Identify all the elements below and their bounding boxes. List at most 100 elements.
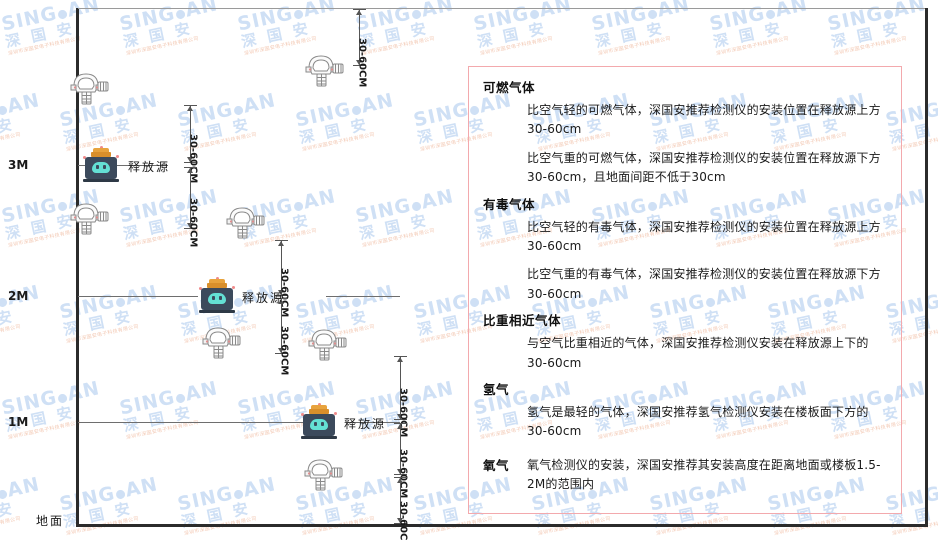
gas-release-source-icon-1m — [300, 403, 338, 439]
source-label-1m: 释放源 — [344, 417, 387, 431]
guideline-paragraph: 与空气比重相近的气体，深国安推荐检测仪安装在释放源上下的30-60cm — [527, 336, 869, 370]
dimension-line — [281, 298, 282, 354]
level-line-2m — [78, 296, 198, 297]
watermark-chinese: 深 国 安 — [3, 18, 77, 52]
dimension-arrow-down — [356, 60, 362, 65]
ground-axis-line — [76, 524, 928, 527]
dimension-tick-bottom — [275, 295, 288, 296]
gas-cloud — [310, 419, 328, 430]
dimension-line — [400, 356, 401, 420]
level-label-3m: 3M — [8, 158, 29, 172]
watermark-dot-icon — [411, 201, 423, 212]
dimension-arrow-up — [278, 299, 284, 304]
watermark-micro: 深圳市深国安电子科技有限公司 — [0, 27, 8, 58]
guidelines-panel: 可燃气体 比空气轻的可燃气体，深国安推荐检测仪的安装位置在释放源上方30-60cm… — [468, 66, 902, 514]
gas-detector-icon-7 — [296, 452, 350, 498]
watermark-dot-icon — [233, 105, 245, 116]
spark-dot — [116, 155, 119, 158]
dimension-arrow-up — [397, 478, 403, 483]
spark-dot — [216, 277, 219, 280]
watermark-dot-icon — [647, 9, 659, 20]
ground-label: 地面 — [36, 514, 65, 528]
gas-cloud — [92, 162, 110, 173]
dimension-line — [190, 105, 191, 163]
dimension-line — [400, 477, 401, 524]
dimension-tick-bottom — [184, 228, 197, 229]
source-label-2m: 释放源 — [242, 291, 285, 305]
dimension-tick-bottom — [353, 65, 366, 66]
dimension-line — [281, 240, 282, 296]
spark-dot — [232, 286, 235, 289]
level-label-2m: 2M — [8, 289, 29, 303]
guideline-section: 可燃气体 比空气轻的可燃气体，深国安推荐检测仪的安装位置在释放源上方30-60cm… — [483, 80, 887, 188]
dimension-arrow-down — [187, 157, 193, 162]
watermark-chinese: 深 国 安 — [357, 18, 431, 52]
spark-dot — [199, 287, 202, 290]
watermark-dot-icon — [293, 201, 305, 212]
watermark-chinese: 深 国 安 — [297, 114, 371, 148]
source-neck — [309, 409, 329, 414]
dimension-line — [359, 9, 360, 66]
watermark-dot-icon — [529, 9, 541, 20]
level-line-1m-extension — [348, 422, 400, 423]
source-neck — [207, 283, 227, 288]
dimension-arrow-down — [187, 223, 193, 228]
guideline-paragraph: 比空气重的有毒气体，深国安推荐检测仪的安装位置在释放源下方30-60cm — [527, 267, 881, 301]
guideline-paragraph: 氢气是最轻的气体，深国安推荐氢气检测仪安装在楼板面下方的30-60cm — [527, 404, 869, 439]
gas-detector-icon-6 — [300, 322, 354, 368]
dimension-arrow-up — [356, 10, 362, 15]
watermark-dot-icon — [57, 9, 69, 20]
watermark-chinese: 深 国 安 — [0, 394, 7, 436]
watermark-micro: 深圳市深国安电子科技有限公司 — [125, 420, 200, 442]
level-label-1m: 1M — [8, 415, 29, 429]
level-line-1m — [78, 422, 303, 423]
watermark-dot-icon — [0, 105, 9, 116]
y-axis-line — [76, 8, 79, 525]
watermark-dot-icon — [351, 105, 363, 116]
guideline-paragraph: 比空气重的可燃气体，深国安推荐检测仪的安装位置在释放源下方30-60cm，且地面… — [527, 150, 881, 185]
watermark-chinese: 深 国 安 — [593, 18, 667, 52]
watermark-micro: 深圳市深国安电子科技有限公司 — [479, 36, 554, 58]
dimension-label: 30-60CM — [356, 37, 368, 87]
watermark-dot-icon — [351, 489, 363, 500]
gas-cloud — [208, 293, 226, 304]
watermark-dot-icon — [233, 489, 245, 500]
dimension-tick-bottom — [394, 419, 407, 420]
watermark-chinese: 深 国 安 — [829, 18, 903, 52]
source-base — [83, 179, 119, 182]
dimension-arrow-down — [397, 414, 403, 419]
watermark-dot-icon — [115, 297, 127, 308]
dimension-tick-bottom — [184, 162, 197, 163]
watermark-dot-icon — [411, 393, 423, 404]
cloud-eye — [103, 165, 106, 169]
watermark-dot-icon — [175, 9, 187, 20]
source-cap — [93, 148, 109, 152]
watermark-chinese: 深 国 安 — [357, 210, 431, 244]
watermark-micro: 深圳市深国安电子科技有限公司 — [715, 36, 790, 58]
watermark-micro: 深圳市深国安电子科技有限公司 — [301, 132, 376, 154]
guideline-section: 有毒气体 比空气轻的有毒气体，深国安推荐检测仪的安装位置在释放源上方30-60cm… — [483, 197, 887, 305]
cloud-eye — [212, 296, 215, 300]
source-cap — [311, 405, 327, 409]
guideline-section: 氢气氢气是最轻的气体，深国安推荐氢气检测仪安装在楼板面下方的30-60cm — [483, 382, 887, 442]
watermark-dot-icon — [351, 297, 363, 308]
dimension-arrow-down — [397, 518, 403, 523]
watermark-dot-icon — [175, 201, 187, 212]
watermark-chinese: 深 国 安 — [0, 114, 17, 147]
guideline-paragraph: 氧气检测仪的安装，深国安推荐其安装高度在距离地面或楼板1.5-2M的范围内 — [527, 457, 881, 492]
guideline-section-title: 氢气 — [483, 382, 510, 397]
